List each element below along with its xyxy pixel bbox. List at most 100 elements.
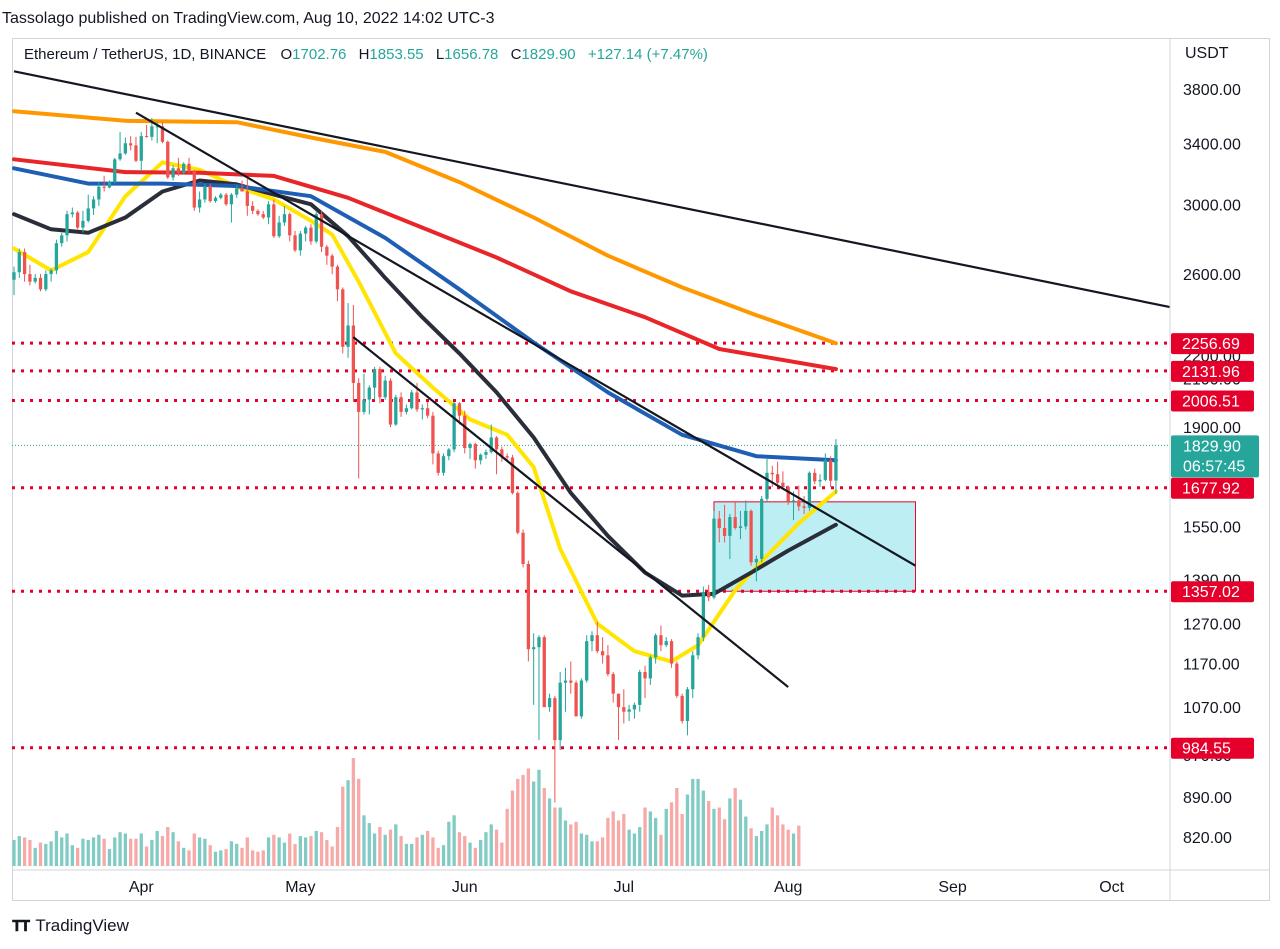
candle-body bbox=[457, 403, 462, 416]
candle bbox=[648, 655, 652, 685]
candle-body bbox=[219, 194, 223, 198]
volume-bar bbox=[277, 837, 281, 866]
trendline bbox=[135, 111, 917, 567]
candle-body bbox=[500, 449, 504, 457]
volume-bar bbox=[760, 830, 764, 866]
symbol-label: Ethereum / TetherUS, 1D, BINANCE bbox=[24, 46, 267, 63]
candle-body bbox=[722, 527, 727, 536]
candle-body bbox=[134, 145, 138, 161]
tradingview-brand[interactable]: 𝐓𝐓 TradingView bbox=[12, 916, 129, 936]
candle-body bbox=[574, 682, 578, 717]
candle bbox=[240, 180, 244, 192]
candle bbox=[728, 513, 732, 559]
volume-bar bbox=[81, 838, 85, 866]
volume-bar bbox=[738, 799, 743, 866]
volume-bar bbox=[537, 769, 541, 866]
x-tick-label: May bbox=[285, 879, 315, 896]
volume-bar bbox=[526, 768, 531, 866]
candle-body bbox=[266, 204, 271, 218]
volume-bar bbox=[452, 815, 456, 866]
volume-bar bbox=[150, 840, 154, 866]
candle-body bbox=[346, 325, 350, 347]
volume-bar bbox=[28, 840, 32, 866]
candle-body bbox=[494, 437, 499, 450]
candle-body bbox=[754, 558, 759, 563]
y-tick-label: 3800.00 bbox=[1183, 82, 1241, 99]
level-badge-bg bbox=[1171, 360, 1254, 382]
candle-body bbox=[378, 369, 382, 398]
candle-body bbox=[129, 143, 133, 146]
candle bbox=[22, 248, 27, 282]
candle bbox=[749, 509, 753, 566]
candle bbox=[701, 586, 706, 642]
candle-body bbox=[590, 635, 594, 642]
volume-bar bbox=[436, 847, 440, 866]
candle bbox=[786, 485, 790, 505]
candle-body bbox=[728, 517, 732, 536]
candle bbox=[298, 231, 302, 256]
volume-bar bbox=[314, 830, 318, 866]
volume-bar bbox=[298, 836, 302, 866]
candle-body bbox=[314, 214, 318, 242]
candle-body bbox=[707, 591, 711, 598]
candle bbox=[182, 162, 186, 175]
candle-body bbox=[648, 657, 652, 679]
candle bbox=[828, 456, 833, 488]
volume-bar bbox=[304, 837, 308, 866]
level-badge-bg bbox=[1171, 737, 1254, 759]
candle bbox=[616, 693, 621, 741]
volume-bar bbox=[431, 837, 435, 866]
candle-body bbox=[309, 227, 313, 242]
volume-bar bbox=[12, 840, 16, 866]
volume-bar bbox=[733, 788, 737, 866]
volume-bar bbox=[415, 837, 419, 866]
level-price-badge: 2256.69 bbox=[1171, 333, 1254, 355]
volume-bar bbox=[107, 849, 112, 866]
volume-bar bbox=[643, 807, 647, 866]
moving-average-line bbox=[12, 166, 838, 463]
candle-body bbox=[44, 274, 48, 290]
candle-body bbox=[441, 456, 446, 473]
candle-body bbox=[330, 255, 334, 267]
candle-body bbox=[150, 126, 154, 137]
volume-bar bbox=[166, 827, 170, 866]
candle bbox=[707, 584, 711, 602]
candle bbox=[288, 212, 292, 242]
candle-body bbox=[516, 492, 520, 533]
candle-body bbox=[282, 214, 287, 223]
candle-body bbox=[797, 500, 801, 507]
candle bbox=[712, 510, 716, 600]
candle bbox=[754, 555, 759, 582]
bar-countdown: 06:57:45 bbox=[1183, 458, 1245, 475]
candle bbox=[431, 411, 435, 465]
volume-bar bbox=[569, 824, 573, 866]
candle bbox=[585, 635, 589, 683]
candle bbox=[468, 442, 472, 459]
candle bbox=[362, 373, 366, 415]
volume-bar bbox=[600, 837, 605, 866]
candle bbox=[166, 140, 170, 179]
candle-body bbox=[659, 635, 663, 646]
level-price-badge: 2006.51 bbox=[1171, 390, 1254, 412]
candle bbox=[579, 678, 584, 719]
volume-bar bbox=[622, 814, 626, 866]
candle-body bbox=[362, 399, 366, 412]
candle bbox=[213, 196, 218, 203]
candle-body bbox=[510, 457, 515, 493]
volume-bar bbox=[410, 843, 414, 866]
candle bbox=[685, 687, 690, 736]
candle-body bbox=[585, 641, 589, 681]
volume-bar bbox=[213, 851, 218, 866]
candle-body bbox=[468, 444, 472, 449]
candle-body bbox=[28, 274, 32, 282]
candle bbox=[266, 201, 271, 225]
candle bbox=[383, 375, 387, 400]
candle-body bbox=[102, 186, 106, 188]
candle bbox=[834, 439, 838, 494]
brand-name: TradingView bbox=[35, 916, 129, 935]
x-tick-label: Sep bbox=[938, 879, 967, 896]
candle bbox=[532, 633, 536, 705]
candle-body bbox=[213, 197, 218, 202]
candle-body bbox=[97, 186, 101, 200]
